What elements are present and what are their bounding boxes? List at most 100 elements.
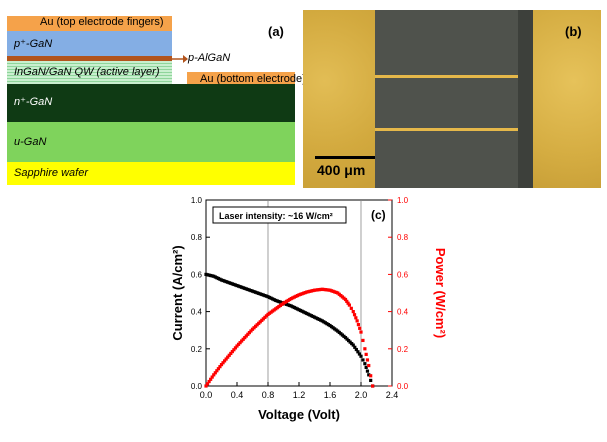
y-axis-left-label: Current (A/cm²) <box>170 245 185 340</box>
current-point <box>367 373 371 377</box>
p-gan-label: p⁺-GaN <box>14 38 53 50</box>
device-area <box>375 10 533 188</box>
y-left-tick-label: 0.6 <box>191 270 203 279</box>
y-right-tick-label: 0.8 <box>397 233 409 242</box>
power-point <box>356 323 361 327</box>
panel-b: 400 μm (b) <box>303 10 601 188</box>
u-gan-label: u-GaN <box>14 136 47 148</box>
power-point <box>236 342 241 346</box>
power-point <box>354 316 358 320</box>
sapphire-label: Sapphire wafer <box>14 167 88 179</box>
power-point <box>347 303 351 307</box>
current-point <box>363 362 367 366</box>
n-gan-layer <box>7 84 295 122</box>
au-top-label: Au (top electrode fingers) <box>40 16 164 28</box>
u-gan-layer <box>7 122 295 162</box>
current-point <box>356 350 360 354</box>
power-point <box>358 326 362 330</box>
au-top-layer <box>7 16 172 31</box>
y-right-tick-label: 0.0 <box>397 382 409 391</box>
x-tick-label: 1.6 <box>324 390 337 400</box>
p-gan-layer <box>7 31 172 56</box>
annotation-text: Laser intensity: ~16 W/cm² <box>219 211 333 221</box>
power-point <box>204 384 208 388</box>
annotation-box <box>212 206 347 224</box>
x-tick-label: 1.2 <box>293 390 306 400</box>
p-algan-arrow <box>171 55 188 63</box>
power-point <box>243 336 247 340</box>
power-point <box>363 347 367 351</box>
x-tick-label: 2.0 <box>355 390 368 400</box>
power-point <box>247 331 251 335</box>
power-point <box>371 384 375 388</box>
y-left-tick-label: 0.4 <box>191 308 203 317</box>
power-point <box>240 339 244 343</box>
power-point <box>241 337 245 341</box>
current-point <box>364 365 368 369</box>
electrode-finger-2 <box>375 128 518 131</box>
power-point <box>249 329 253 333</box>
power-point <box>232 348 236 352</box>
panel-a-label: (a) <box>268 24 284 39</box>
power-point <box>210 375 214 379</box>
current-point <box>365 369 370 373</box>
current-point <box>354 347 358 352</box>
x-tick-label: 0.8 <box>262 390 275 400</box>
panel-b-label: (b) <box>565 24 582 39</box>
current-point <box>357 352 362 356</box>
sapphire-layer <box>7 162 295 185</box>
qw-label: InGaN/GaN QW (active layer) <box>14 66 160 78</box>
y-right-tick-label: 0.2 <box>397 345 409 354</box>
power-point <box>216 367 220 371</box>
current-point <box>353 345 357 349</box>
p-algan-label: p-AlGaN <box>188 52 231 64</box>
power-point <box>224 357 228 361</box>
power-point <box>352 313 357 317</box>
x-tick-label: 0.0 <box>200 390 213 400</box>
y-axis-right-label: Power (W/cm²) <box>433 248 448 338</box>
power-point <box>359 330 363 334</box>
power-point <box>361 338 365 343</box>
power-point <box>367 363 371 368</box>
x-axis-label: Voltage (Volt) <box>258 407 340 422</box>
panel-c-chart: 0.0 0.4 0.8 1.2 1.6 2.0 2.4 0.0 0.2 0.4 0.6 0.8 1.0… <box>170 196 448 422</box>
power-point <box>346 301 350 305</box>
power-point <box>221 361 225 365</box>
power-point <box>244 334 248 338</box>
current-point <box>359 354 363 358</box>
y-left-tick-label: 1.0 <box>191 196 203 205</box>
gold-pad-right <box>533 10 601 188</box>
power-point <box>230 349 234 354</box>
power-point <box>246 332 250 336</box>
current-point <box>351 343 355 347</box>
power-point <box>223 359 227 363</box>
power-point <box>351 310 355 314</box>
power-point <box>238 341 242 345</box>
power-point <box>229 351 233 356</box>
power-point <box>364 352 368 356</box>
power-point <box>207 379 211 384</box>
power-point <box>369 374 373 378</box>
scale-bar-label: 400 μm <box>317 162 366 178</box>
power-point <box>233 346 238 350</box>
panel-c-label: (c) <box>371 208 386 222</box>
x-tick-label: 0.4 <box>231 390 244 400</box>
device-edge <box>518 10 533 188</box>
p-algan-layer <box>7 56 172 61</box>
power-point <box>219 363 224 367</box>
power-point <box>205 382 210 386</box>
y-left-tick-label: 0.8 <box>191 233 203 242</box>
power-point <box>213 371 217 375</box>
panel-a: Au (top electrode fingers) p⁺-GaN p-AlGa… <box>0 0 306 190</box>
power-point <box>215 369 219 373</box>
power-point <box>235 344 239 348</box>
power-point <box>209 377 213 381</box>
current-point <box>361 358 365 362</box>
electrode-finger-1 <box>375 75 518 78</box>
power-point <box>218 365 222 369</box>
y-left-tick-label: 0.0 <box>191 382 203 391</box>
au-bottom-layer <box>187 72 295 87</box>
n-gan-label: n⁺-GaN <box>14 96 53 108</box>
y-right-tick-label: 0.4 <box>397 308 409 317</box>
power-point <box>212 373 216 377</box>
